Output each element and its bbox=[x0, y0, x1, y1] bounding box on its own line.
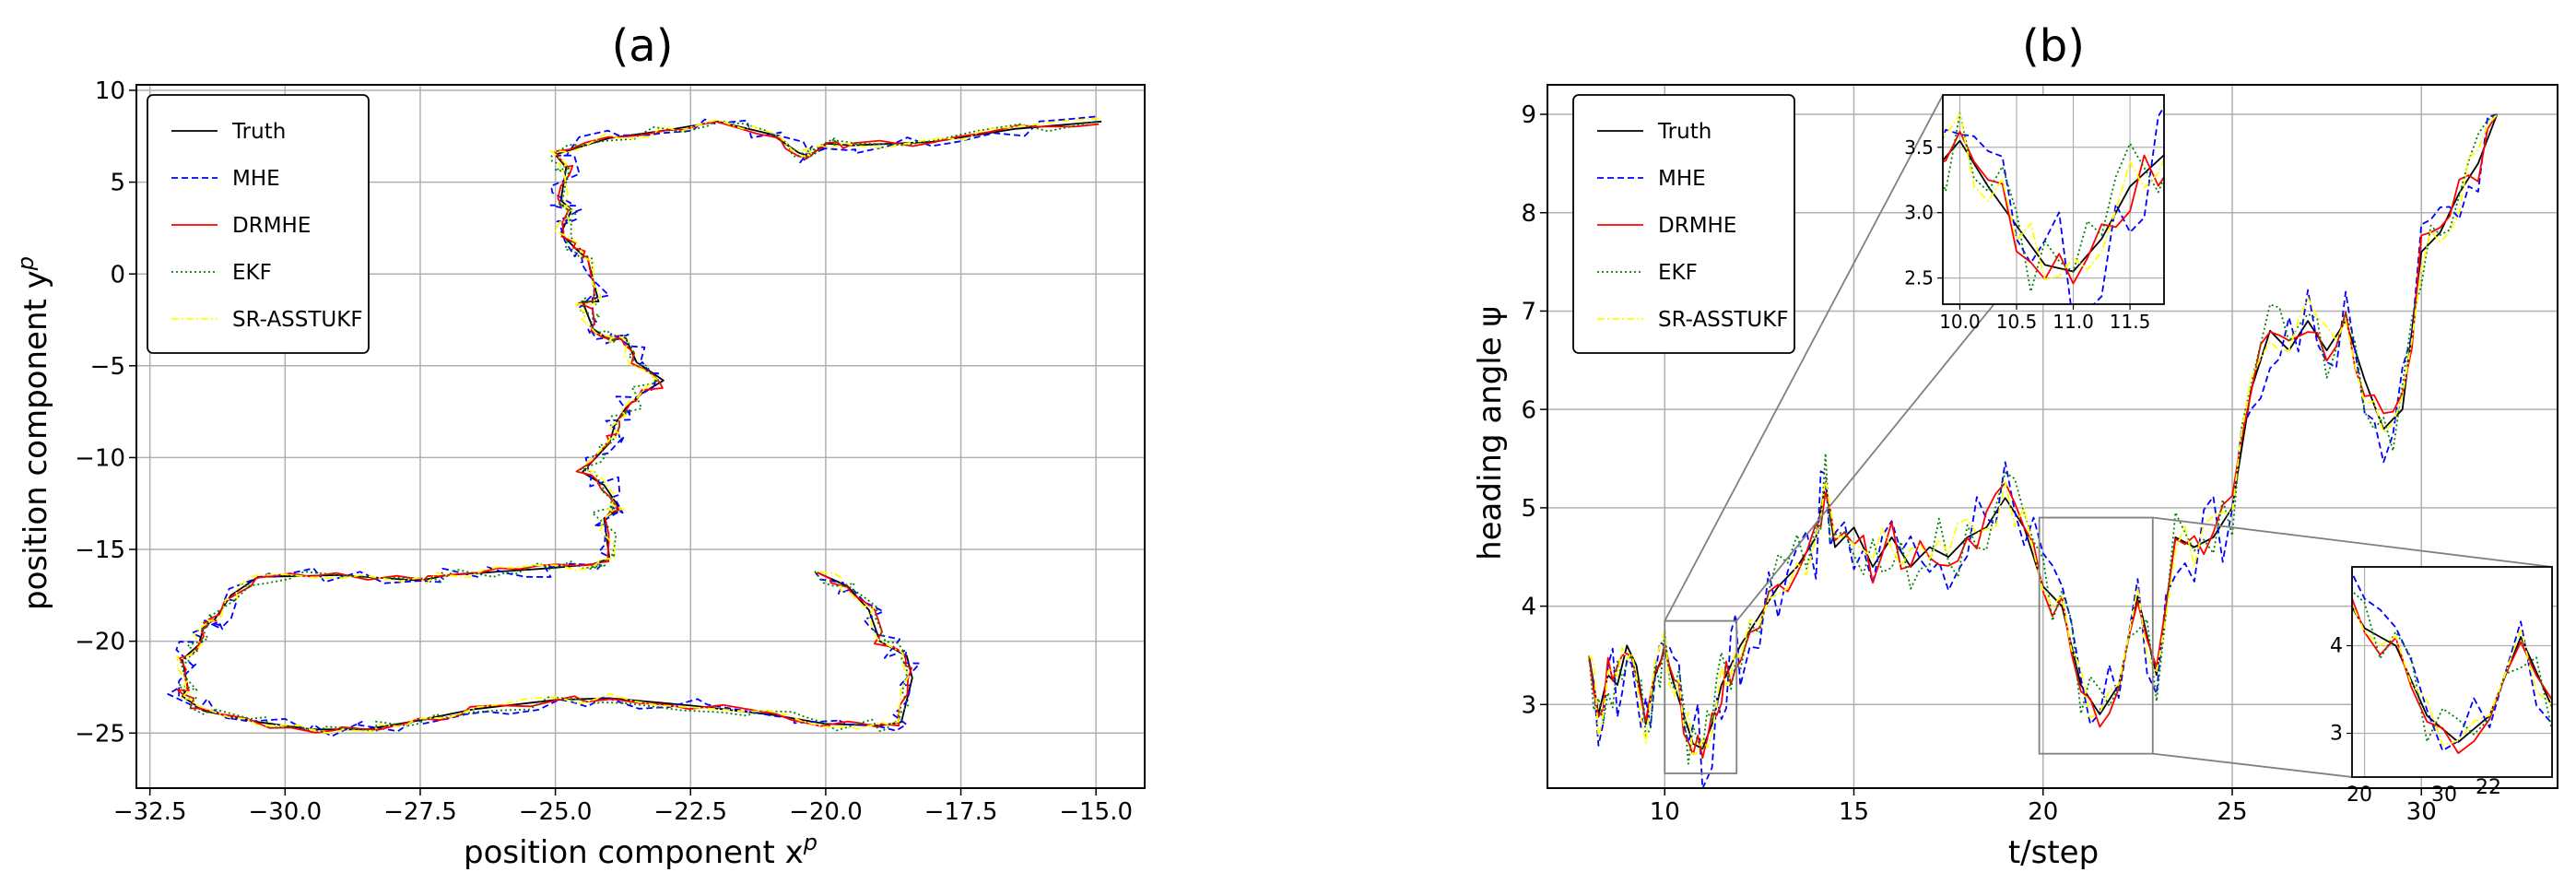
chart-b-series-line-ekf bbox=[1588, 113, 2498, 765]
chart-b-inset-1: 10.0 10.5 11.0 11.5 2.5 3.0 3.5 bbox=[1904, 94, 2165, 333]
chart-b-ylabel: heading angle ψ bbox=[1472, 306, 1509, 560]
inset-frame bbox=[2351, 566, 2553, 778]
chart-a-legend: Truth MHE DRMHE EKF SR-ASSTUKF bbox=[147, 94, 370, 354]
chart-b-inset-2: 20 30 22 3 4 bbox=[2330, 566, 2553, 807]
x-tick-label: −15.0 bbox=[1059, 798, 1133, 826]
legend-label: SR-ASSTUKF bbox=[1658, 308, 1789, 332]
inset-frame bbox=[1942, 94, 2165, 305]
x-tick-label: 30 bbox=[2406, 798, 2437, 826]
inset-x-tick-label: 11.0 bbox=[2053, 311, 2094, 333]
inset-y-tick-label: 4 bbox=[2330, 635, 2343, 658]
legend-label: SR-ASSTUKF bbox=[232, 308, 363, 332]
legend-box bbox=[1572, 94, 1795, 354]
inset-background bbox=[2352, 567, 2552, 777]
x-tick-label: 20 bbox=[2028, 798, 2058, 826]
chart-a-yticks: −25 −20 −15 −10 −5 0 5 10 bbox=[75, 77, 136, 748]
legend-box bbox=[147, 94, 370, 354]
chart-b-zoom-indicators bbox=[1664, 94, 2553, 778]
series-line-ekf bbox=[178, 119, 1098, 733]
x-tick-label: −20.0 bbox=[789, 798, 863, 826]
y-tick-label: 5 bbox=[1521, 495, 1536, 523]
zoom-indicator-rect bbox=[2038, 516, 2154, 755]
chart-b-series-line-truth bbox=[1588, 113, 2499, 750]
legend-label: Truth bbox=[1657, 120, 1711, 144]
inset-series-line-truth bbox=[1943, 139, 2164, 273]
chart-a-series bbox=[167, 115, 1102, 737]
x-tick-label: 15 bbox=[1839, 798, 1869, 826]
inset-x-tick-label: 10.5 bbox=[1996, 311, 2038, 333]
y-tick-label: −20 bbox=[75, 629, 125, 656]
inset-x-tick-label: 20 bbox=[2347, 784, 2372, 807]
x-tick-label: −22.5 bbox=[653, 798, 727, 826]
chart-a-ylabel: position component yp bbox=[13, 256, 54, 610]
zoom-indicator-rect bbox=[1664, 619, 1738, 774]
y-tick-label: 10 bbox=[95, 77, 125, 105]
inset-x-tick-label: 22 bbox=[2476, 776, 2501, 799]
chart-b-series bbox=[1588, 113, 2499, 790]
y-tick-label: −25 bbox=[75, 720, 125, 748]
chart-a: (a) −32.5 −30.0 −27.5 −25.0 −22.5 −20.0 −17.5−… bbox=[13, 20, 1146, 871]
legend-label: MHE bbox=[232, 167, 280, 191]
chart-b-xticks: 10 15 20 25 30 bbox=[1650, 788, 2437, 826]
chart-b-series-line-sr-asstukf bbox=[1588, 113, 2498, 756]
y-tick-label: −10 bbox=[75, 445, 125, 473]
inset-y-tick-label: 3.0 bbox=[1904, 202, 1934, 224]
chart-a-title: (a) bbox=[612, 20, 674, 72]
inset-x-tick-label: 30 bbox=[2431, 784, 2457, 807]
inset-x-tick-label: 11.5 bbox=[2110, 311, 2151, 333]
y-tick-label: 9 bbox=[1521, 101, 1536, 129]
chart-b-yticks: 3 4 5 6 7 8 9 bbox=[1521, 101, 1547, 719]
legend-label: MHE bbox=[1658, 167, 1706, 191]
chart-a-xlabel: position component xp bbox=[464, 830, 817, 871]
y-tick-label: 5 bbox=[110, 170, 125, 197]
y-tick-label: 3 bbox=[1521, 691, 1536, 719]
inset-series-line-drmhe bbox=[1943, 130, 2164, 285]
y-tick-label: 6 bbox=[1521, 396, 1536, 424]
chart-a-frame bbox=[135, 84, 1146, 789]
inset-y-tick-label: 2.5 bbox=[1904, 267, 1934, 289]
series-line-sr-asstukf bbox=[176, 117, 1100, 735]
chart-b-xlabel: t/step bbox=[2008, 834, 2099, 871]
inset-x-tick-label: 10.0 bbox=[1939, 311, 1981, 333]
chart-a-xlabel-text: position component x bbox=[464, 834, 804, 871]
chart-a-xticks: −32.5 −30.0 −27.5 −25.0 −22.5 −20.0 −17.5 −15.0 bbox=[113, 788, 1133, 826]
legend-label: EKF bbox=[1658, 261, 1698, 285]
chart-b-frame bbox=[1547, 84, 2558, 789]
y-tick-label: 7 bbox=[1521, 299, 1536, 326]
inset-grid bbox=[1943, 95, 2164, 304]
legend-label: EKF bbox=[232, 261, 272, 285]
chart-a-xlabel-sup: p bbox=[803, 830, 817, 855]
x-tick-label: −17.5 bbox=[924, 798, 998, 826]
legend-label: Truth bbox=[231, 120, 286, 144]
legend-label: DRMHE bbox=[1658, 214, 1736, 238]
x-tick-label: −32.5 bbox=[113, 798, 187, 826]
inset-series bbox=[1943, 105, 2164, 304]
inset-y-tick-label: 3.5 bbox=[1904, 136, 1934, 159]
x-tick-label: 25 bbox=[2217, 798, 2247, 826]
y-tick-label: −5 bbox=[90, 353, 125, 381]
chart-b: (b) 10 15 20 25 30 3 4 5 6 7 8 9 t/step heading an… bbox=[1472, 20, 2558, 871]
x-tick-label: −27.5 bbox=[383, 798, 457, 826]
x-tick-label: −25.0 bbox=[519, 798, 593, 826]
inset-y-tick-label: 3 bbox=[2330, 723, 2343, 746]
y-tick-label: 4 bbox=[1521, 594, 1536, 621]
zoom-connector bbox=[2152, 752, 2353, 778]
y-tick-label: 8 bbox=[1521, 200, 1536, 228]
y-tick-label: 0 bbox=[110, 261, 125, 289]
chart-b-legend: Truth MHE DRMHE EKF SR-ASSTUKF bbox=[1572, 94, 1795, 354]
inset-background bbox=[1943, 95, 2164, 304]
legend-label: DRMHE bbox=[232, 214, 311, 238]
chart-a-ylabel-sup: p bbox=[13, 256, 39, 271]
x-tick-label: −30.0 bbox=[248, 798, 322, 826]
y-tick-label: −15 bbox=[75, 536, 125, 564]
zoom-connector bbox=[1664, 94, 1944, 622]
zoom-connector bbox=[2152, 516, 2553, 568]
chart-a-ylabel-text: position component y bbox=[18, 270, 54, 610]
x-tick-label: 10 bbox=[1650, 798, 1680, 826]
chart-b-title: (b) bbox=[2022, 20, 2085, 72]
